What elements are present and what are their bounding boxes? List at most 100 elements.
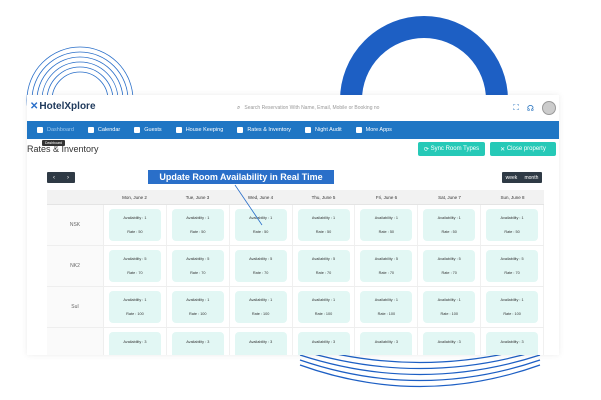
availability-card[interactable]: Availability : 3 — [297, 332, 350, 355]
availability-cell[interactable]: Availability : 1 Rate : 50 — [293, 205, 356, 245]
availability-cell[interactable]: Availability : 1 Rate : 100 — [230, 287, 293, 327]
availability-text: Availability : 5 — [249, 257, 273, 261]
availability-card[interactable]: Availability : 3 — [171, 332, 224, 355]
availability-card[interactable]: Availability : 1 Rate : 100 — [234, 291, 287, 323]
rate-text: Rate : 50 — [504, 230, 520, 234]
nav-item-more-apps[interactable]: More Apps — [355, 127, 392, 133]
availability-cell[interactable]: Availability : 5 Rate : 70 — [104, 246, 167, 286]
main-nav: Dashboard Calendar Guests House Keeping … — [27, 121, 559, 139]
app-window: ✕ HotelXplore ⌕ Search Reservation With … — [27, 95, 559, 355]
headset-icon[interactable]: ☊ — [526, 103, 534, 113]
nav-item-rates-inventory[interactable]: Rates & Inventory — [237, 127, 291, 133]
availability-card[interactable]: Availability : 1 Rate : 50 — [486, 209, 539, 241]
availability-card[interactable]: Availability : 5 Rate : 70 — [486, 250, 539, 282]
close-property-button[interactable]: ✕ Close property — [490, 142, 556, 156]
availability-card[interactable]: Availability : 1 Rate : 50 — [171, 209, 224, 241]
availability-card[interactable]: Availability : 1 Rate : 100 — [486, 291, 539, 323]
availability-card[interactable]: Availability : 1 Rate : 100 — [171, 291, 224, 323]
availability-card[interactable]: Availability : 1 Rate : 50 — [297, 209, 350, 241]
availability-cell[interactable]: Availability : 3 — [293, 328, 356, 355]
avatar[interactable] — [542, 101, 556, 115]
availability-card[interactable]: Availability : 1 Rate : 50 — [108, 209, 161, 241]
room-row: Availability : 3 Availability : 3 Availabi… — [47, 328, 545, 355]
close-icon: ✕ — [500, 146, 507, 153]
availability-text: Availability : 1 — [186, 298, 210, 302]
availability-card[interactable]: Availability : 5 Rate : 70 — [423, 250, 476, 282]
search-input[interactable]: ⌕ Search Reservation With Name, Email, M… — [237, 102, 397, 114]
room-row: NSK Availability : 1 Rate : 50 Availability… — [47, 205, 545, 246]
availability-cell[interactable]: Availability : 5 Rate : 70 — [293, 246, 356, 286]
rate-text: Rate : 100 — [251, 312, 270, 316]
rate-text: Rate : 50 — [378, 230, 395, 234]
availability-cell[interactable]: Availability : 5 Rate : 70 — [355, 246, 419, 286]
availability-cell[interactable]: Availability : 3 — [230, 328, 293, 355]
availability-card[interactable]: Availability : 5 Rate : 70 — [297, 250, 350, 282]
availability-card[interactable]: Availability : 3 — [108, 332, 161, 355]
availability-cell[interactable]: Availability : 1 Rate : 50 — [481, 205, 545, 245]
day-header: Thu, June 5 — [311, 194, 336, 200]
availability-card[interactable]: Availability : 3 — [234, 332, 287, 355]
availability-text: Availability : 3 — [249, 340, 273, 344]
availability-cell[interactable]: Availability : 3 — [481, 328, 545, 355]
availability-cell[interactable]: Availability : 1 Rate : 50 — [230, 205, 293, 245]
availability-card[interactable]: Availability : 5 Rate : 70 — [108, 250, 161, 282]
availability-cell[interactable]: Availability : 5 Rate : 70 — [230, 246, 293, 286]
availability-card[interactable]: Availability : 3 — [360, 332, 413, 355]
rate-text: Rate : 50 — [127, 230, 143, 234]
nav-label: Rates & Inventory — [247, 127, 292, 133]
availability-card[interactable]: Availability : 3 — [486, 332, 539, 355]
availability-cell[interactable]: Availability : 1 Rate : 50 — [418, 205, 482, 245]
availability-card[interactable]: Availability : 1 Rate : 50 — [360, 209, 413, 241]
availability-card[interactable]: Availability : 1 Rate : 50 — [234, 209, 287, 241]
week-navigation: ‹ › — [47, 172, 75, 183]
nav-item-guests[interactable]: Guests — [134, 127, 162, 133]
app-name: HotelXplore — [39, 101, 96, 112]
availability-cell[interactable]: Availability : 5 Rate : 70 — [418, 246, 482, 286]
availability-cell[interactable]: Availability : 5 Rate : 70 — [167, 246, 230, 286]
availability-card[interactable]: Availability : 1 Rate : 100 — [108, 291, 161, 323]
sync-room-types-button[interactable]: ⟳ Sync Room Types — [418, 142, 485, 156]
availability-text: Availability : 5 — [186, 257, 210, 261]
availability-cell[interactable]: Availability : 3 — [104, 328, 167, 355]
availability-cell[interactable]: Availability : 3 — [167, 328, 230, 355]
availability-cell[interactable]: Availability : 3 — [355, 328, 419, 355]
availability-card[interactable]: Availability : 5 Rate : 70 — [234, 250, 287, 282]
room-row: SuI Availability : 1 Rate : 100 Availabilit… — [47, 287, 545, 328]
availability-card[interactable]: Availability : 1 Rate : 100 — [423, 291, 476, 323]
availability-card[interactable]: Availability : 1 Rate : 100 — [297, 291, 350, 323]
rate-text: Rate : 70 — [504, 271, 520, 275]
fullscreen-icon[interactable]: ⛶ — [513, 103, 519, 112]
availability-cell[interactable]: Availability : 1 Rate : 100 — [293, 287, 356, 327]
availability-cell[interactable]: Availability : 1 Rate : 100 — [481, 287, 545, 327]
availability-card[interactable]: Availability : 5 Rate : 70 — [171, 250, 224, 282]
availability-cell[interactable]: Availability : 1 Rate : 100 — [167, 287, 230, 327]
availability-cell[interactable]: Availability : 1 Rate : 100 — [104, 287, 167, 327]
availability-cell[interactable]: Availability : 1 Rate : 50 — [104, 205, 167, 245]
app-logo[interactable]: ✕ HotelXplore — [30, 101, 96, 112]
day-header: Fri, June 6 — [375, 194, 398, 200]
nav-item-calendar[interactable]: Calendar — [87, 127, 120, 133]
nav-item-house-keeping[interactable]: House Keeping — [175, 127, 223, 133]
month-view-button[interactable]: month — [524, 174, 539, 181]
page-title: Rates & Inventory — [27, 144, 99, 154]
chevron-right-icon[interactable]: › — [67, 174, 69, 181]
button-label: Close property — [506, 146, 546, 152]
nav-item-dashboard[interactable]: Dashboard — [37, 127, 74, 133]
availability-text: Availability : 3 — [437, 340, 461, 344]
housekeeping-icon — [175, 127, 182, 133]
week-view-button[interactable]: week — [505, 174, 518, 181]
availability-card[interactable]: Availability : 1 Rate : 100 — [360, 291, 413, 323]
availability-cell[interactable]: Availability : 3 — [418, 328, 482, 355]
availability-cell[interactable]: Availability : 1 Rate : 100 — [355, 287, 419, 327]
availability-card[interactable]: Availability : 5 Rate : 70 — [360, 250, 413, 282]
availability-cell[interactable]: Availability : 1 Rate : 100 — [418, 287, 482, 327]
nav-item-night-audit[interactable]: Night Audit — [305, 127, 342, 133]
chevron-left-icon[interactable]: ‹ — [53, 174, 55, 181]
availability-cell[interactable]: Availability : 1 Rate : 50 — [167, 205, 230, 245]
availability-card[interactable]: Availability : 3 — [423, 332, 476, 355]
availability-card[interactable]: Availability : 1 Rate : 50 — [423, 209, 476, 241]
availability-cell[interactable]: Availability : 1 Rate : 50 — [355, 205, 419, 245]
availability-cell[interactable]: Availability : 5 Rate : 70 — [481, 246, 545, 286]
room-type-label — [47, 328, 104, 355]
room-type-label: NK2 — [47, 246, 104, 286]
